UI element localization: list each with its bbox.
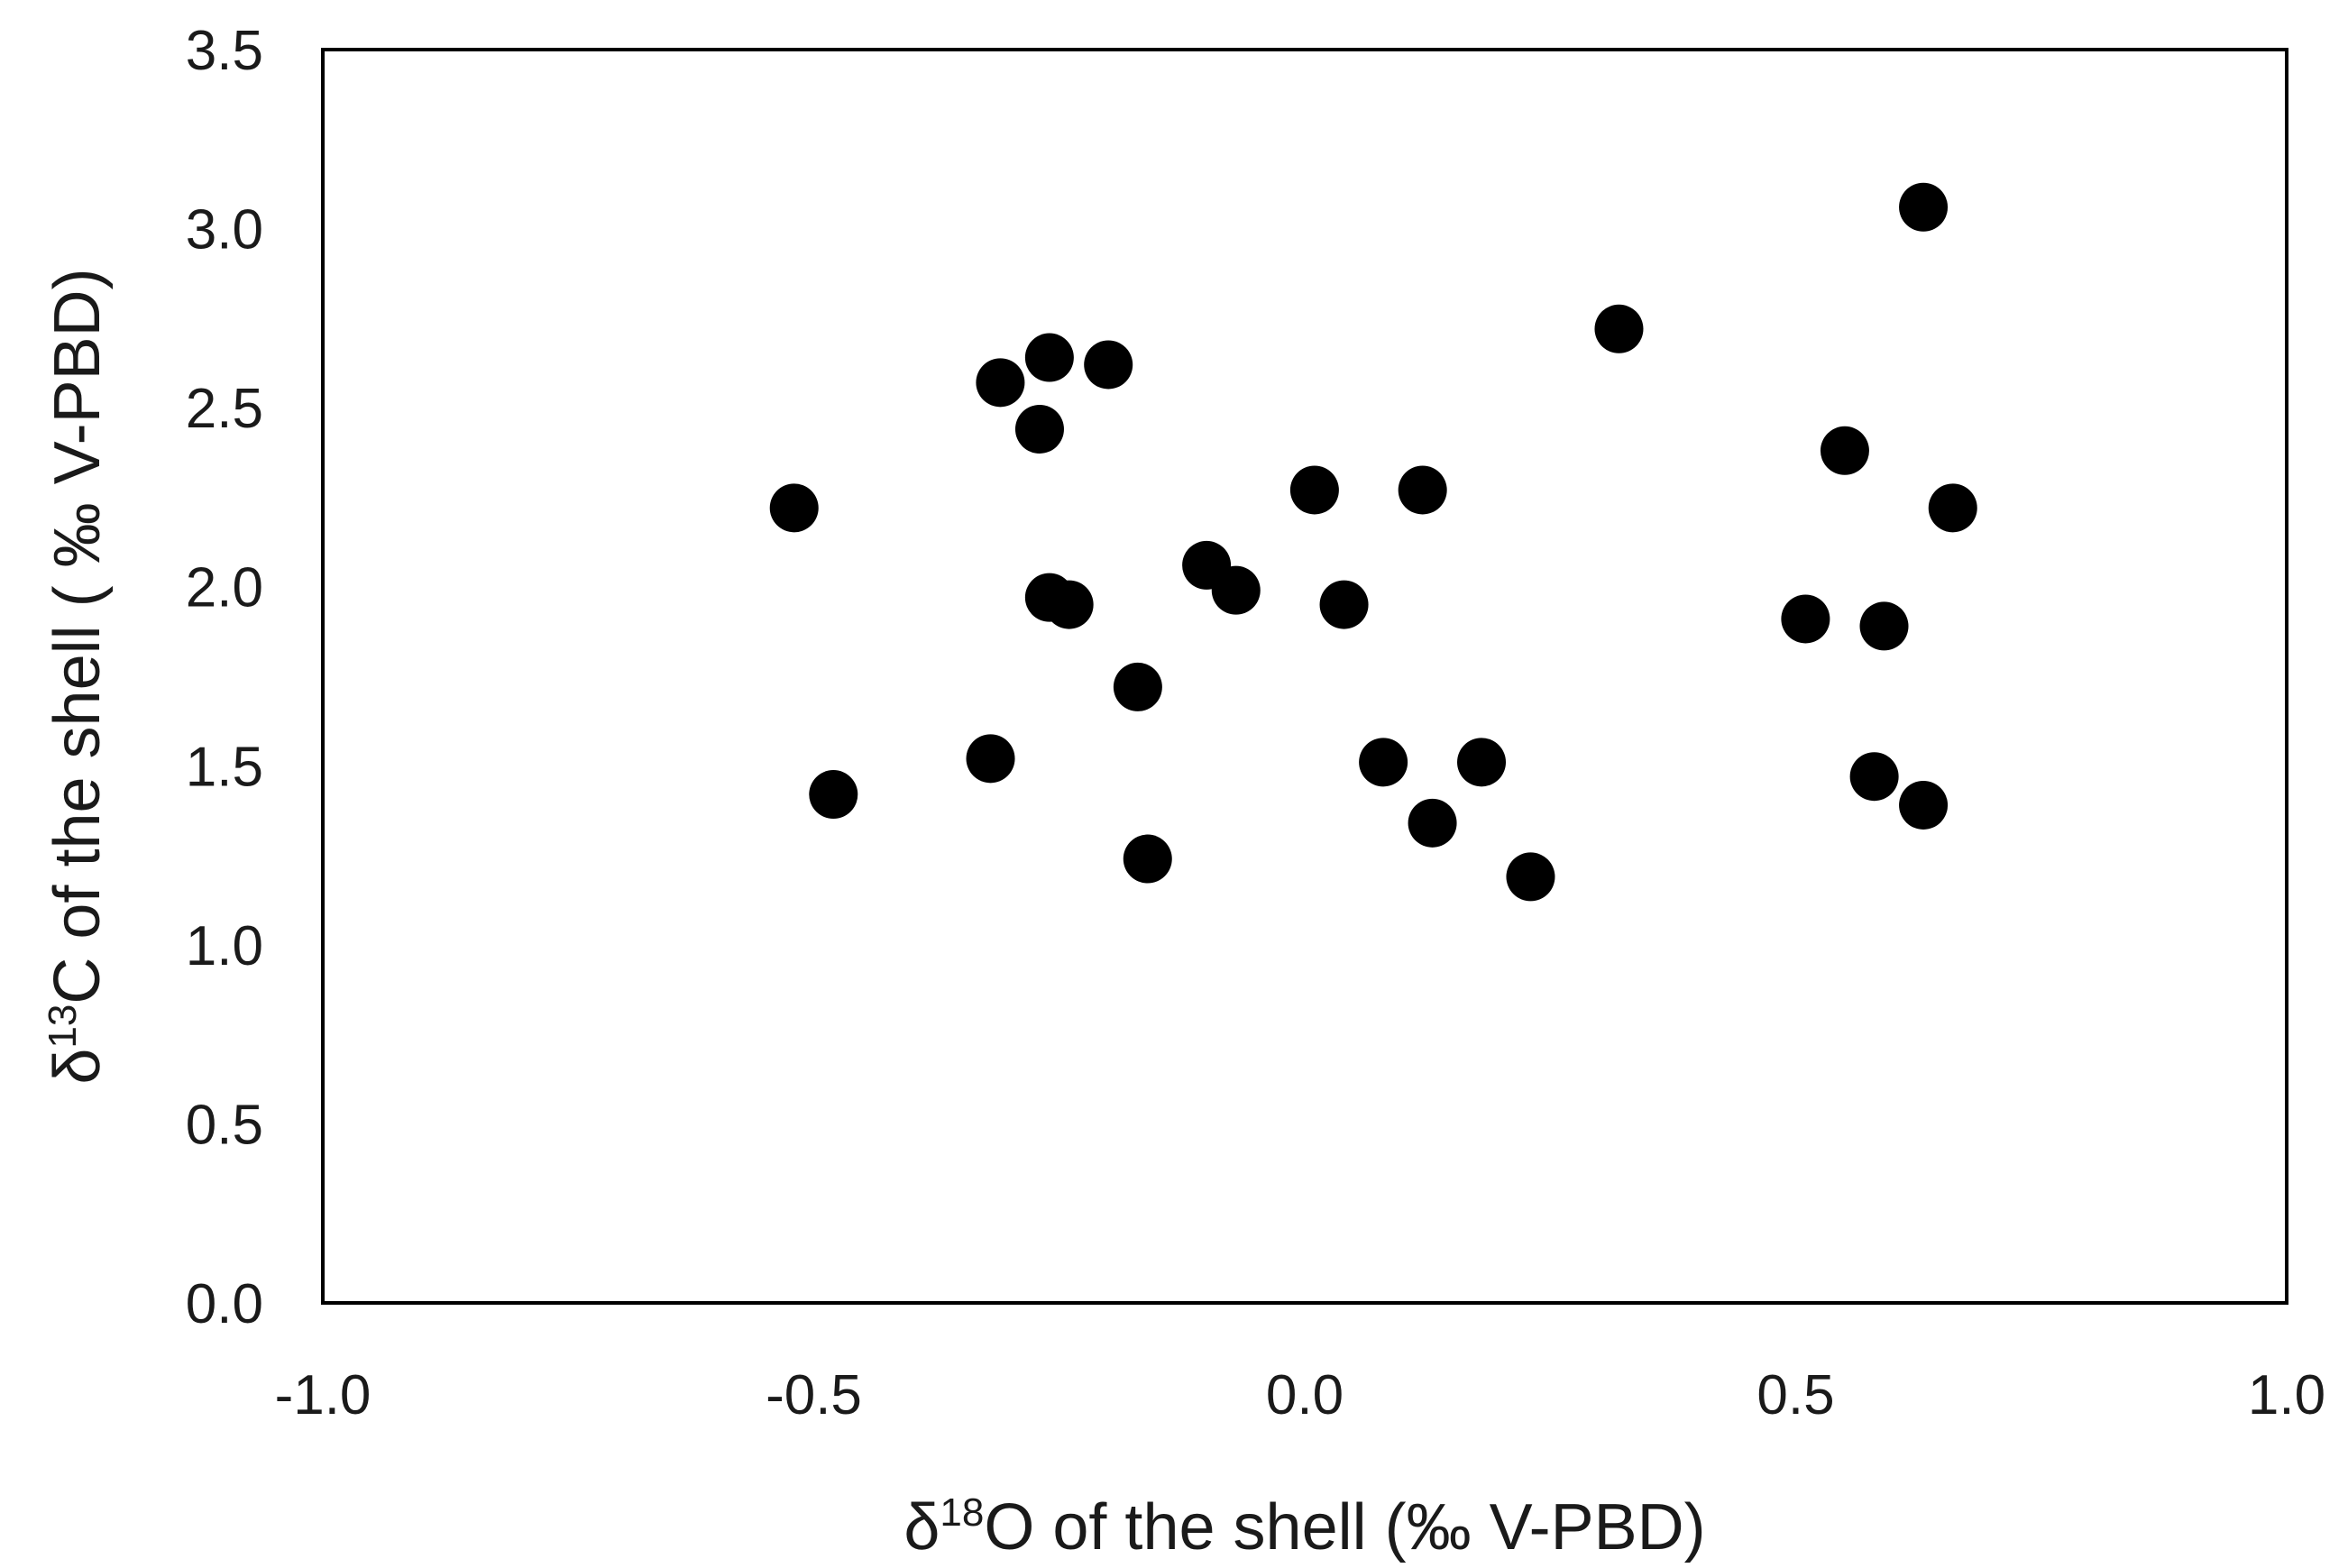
data-point [1594, 304, 1644, 353]
data-point [1014, 404, 1064, 454]
y-axis-title: δ13C of the shell ( ‰ V-PBD) [41, 268, 114, 1084]
data-point [1859, 601, 1909, 651]
data-points [769, 182, 1977, 902]
data-point [1398, 465, 1447, 515]
x-axis-tick-labels: -1.0 -0.5 0.0 0.5 1.0 [275, 1364, 2326, 1426]
data-point [1408, 798, 1457, 848]
x-axis-title: δ18O of the shell (‰ V-PBD) [903, 1490, 1705, 1563]
x-tick-label: 0.5 [1756, 1364, 1834, 1426]
data-point [1359, 738, 1408, 787]
data-point [1781, 594, 1830, 644]
data-point [1211, 565, 1261, 615]
data-point [1289, 465, 1339, 515]
data-point [966, 734, 1015, 784]
y-tick-label: 3.0 [186, 199, 263, 261]
y-tick-label: 2.5 [186, 378, 263, 440]
data-point [1044, 580, 1094, 629]
data-point [1849, 752, 1899, 802]
y-axis-tick-labels: 0.0 0.5 1.0 1.5 2.0 2.5 3.0 3.5 [186, 20, 263, 1335]
data-point [1820, 426, 1869, 475]
x-tick-label: -1.0 [275, 1364, 371, 1426]
data-point [1024, 333, 1074, 382]
y-tick-label: 1.0 [186, 915, 263, 977]
data-point [1928, 483, 1977, 533]
x-tick-label: 0.0 [1266, 1364, 1344, 1426]
data-point [1457, 738, 1507, 787]
data-point [1113, 662, 1162, 711]
y-tick-label: 0.5 [186, 1094, 263, 1156]
y-tick-label: 1.5 [186, 736, 263, 798]
data-point [1123, 834, 1172, 884]
data-point [809, 770, 858, 820]
y-tick-label: 3.5 [186, 20, 263, 82]
y-tick-label: 2.0 [186, 557, 263, 619]
y-tick-label: 0.0 [186, 1273, 263, 1335]
data-point [1899, 182, 1949, 232]
data-point [1899, 780, 1949, 830]
data-point [976, 358, 1025, 408]
x-tick-label: -0.5 [766, 1364, 862, 1426]
data-point [769, 483, 819, 533]
x-tick-label: 1.0 [2248, 1364, 2325, 1426]
plot-area-frame [321, 48, 2288, 1305]
data-point [1084, 340, 1133, 390]
data-point [1319, 580, 1369, 629]
data-point [1506, 852, 1555, 902]
